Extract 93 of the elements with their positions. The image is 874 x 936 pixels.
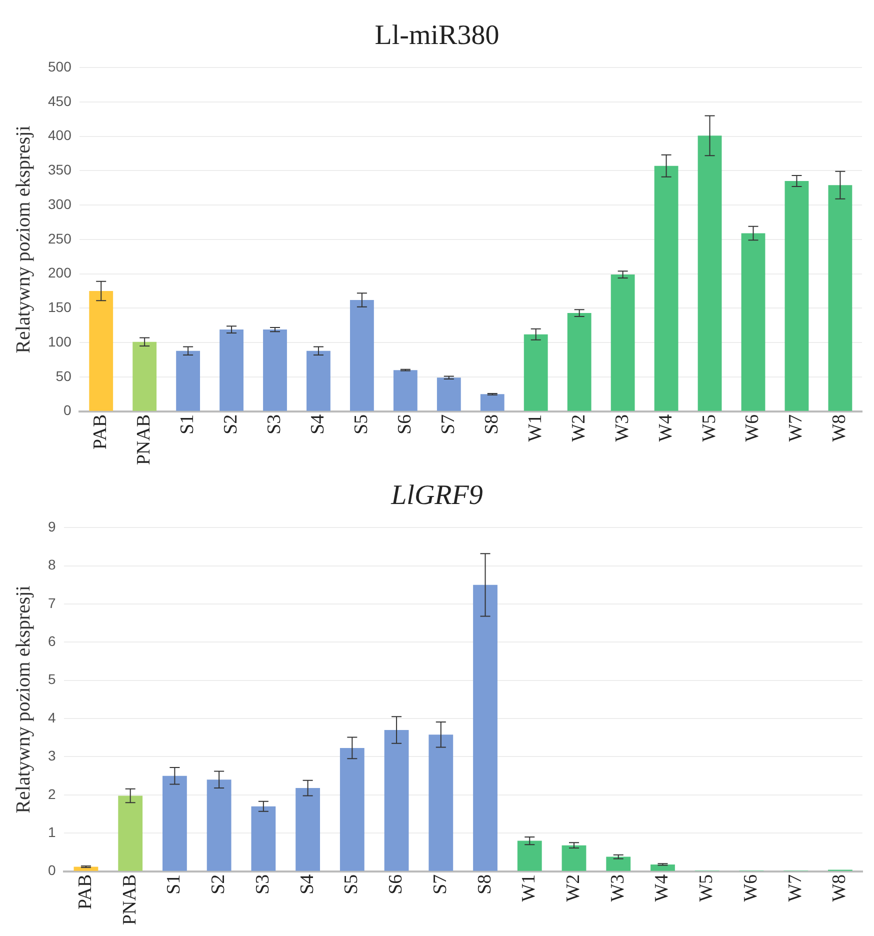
bar — [473, 584, 498, 871]
x-tick-label: W1 — [518, 874, 540, 902]
x-tick-label: W6 — [742, 414, 764, 442]
bar — [784, 181, 809, 411]
y-tick-label: 100 — [48, 333, 72, 350]
x-tick-label: S1 — [164, 874, 185, 894]
y-tick-label: 50 — [56, 368, 72, 384]
x-tick-label: W2 — [568, 414, 590, 442]
x-tick-label: PNAB — [119, 874, 140, 926]
y-tick-label: 6 — [48, 633, 56, 650]
x-tick-label: W1 — [524, 414, 546, 442]
bar — [606, 856, 631, 871]
bar — [741, 233, 766, 411]
bar — [251, 806, 276, 871]
x-tick-label: W4 — [655, 414, 676, 442]
x-tick-label: S5 — [350, 414, 372, 434]
y-tick-label: 450 — [48, 92, 72, 109]
x-tick-label: S2 — [220, 414, 242, 434]
y-tick-label: 0 — [64, 402, 72, 418]
y-tick-label: 5 — [48, 671, 56, 688]
bar — [524, 334, 548, 411]
bar — [220, 330, 244, 411]
bar — [436, 378, 461, 411]
x-tick-label: W4 — [652, 874, 673, 902]
y-tick-label: 200 — [48, 264, 72, 281]
x-tick-label: S6 — [386, 874, 407, 894]
bar — [393, 370, 418, 411]
y-tick-label: 8 — [48, 556, 56, 573]
x-tick-label: S3 — [264, 414, 285, 434]
bar — [162, 776, 187, 871]
x-tick-label: S8 — [481, 414, 502, 434]
bar — [480, 394, 504, 411]
x-tick-label: W7 — [786, 414, 807, 442]
y-tick-label: 0 — [48, 862, 56, 878]
y-tick-label: 250 — [48, 230, 72, 246]
y-tick-label: 4 — [48, 709, 56, 726]
bar — [428, 734, 454, 871]
bar — [176, 350, 200, 411]
bar — [340, 748, 364, 871]
x-tick-label: S6 — [394, 414, 416, 434]
y-tick-label: 350 — [48, 162, 72, 178]
bar — [89, 291, 114, 411]
x-tick-label: W7 — [784, 874, 806, 902]
y-tick-label: 3 — [48, 748, 56, 764]
x-tick-label: S7 — [438, 414, 459, 434]
x-tick-label: W8 — [829, 414, 850, 442]
x-tick-label: PAB — [90, 414, 112, 450]
bar — [517, 840, 542, 871]
y-tick-label: 7 — [48, 594, 56, 611]
y-tick-label: 9 — [48, 518, 56, 534]
x-tick-label: S3 — [252, 874, 274, 894]
bar — [263, 330, 287, 411]
y-axis-title: Relatywny poziom ekspresji — [12, 585, 34, 814]
x-tick-label: S7 — [430, 874, 451, 894]
bar — [562, 845, 586, 871]
x-tick-label: S4 — [307, 414, 328, 434]
bar — [306, 350, 330, 411]
bar — [610, 274, 635, 411]
y-tick-label: 400 — [48, 127, 72, 144]
bar — [567, 313, 592, 411]
y-tick-label: 500 — [48, 58, 72, 74]
x-tick-label: S2 — [208, 874, 230, 894]
x-tick-label: S4 — [296, 874, 318, 894]
bar — [206, 780, 232, 871]
x-tick-label: S5 — [341, 874, 362, 894]
bar — [384, 730, 409, 871]
bar — [650, 864, 675, 871]
chart-title: Ll-miR380 — [374, 20, 500, 52]
bar — [698, 136, 722, 411]
x-tick-label: W5 — [698, 414, 720, 442]
x-tick-label: W3 — [612, 414, 633, 442]
x-tick-label: S8 — [474, 874, 496, 894]
x-tick-label: W6 — [740, 874, 762, 902]
x-tick-label: S1 — [177, 414, 198, 434]
x-tick-label: PNAB — [134, 414, 155, 466]
chart-title: LlGRF9 — [390, 480, 483, 512]
x-tick-label: W2 — [562, 874, 584, 902]
bar — [118, 796, 143, 871]
bar — [654, 166, 678, 411]
y-tick-label: 2 — [48, 786, 56, 802]
bar — [74, 866, 98, 871]
x-tick-label: W3 — [607, 874, 628, 902]
y-tick-label: 1 — [48, 824, 56, 840]
bar — [296, 788, 320, 871]
y-tick-label: 150 — [48, 299, 72, 316]
bar — [828, 185, 852, 411]
bar — [132, 342, 157, 411]
x-tick-label: W5 — [696, 874, 718, 902]
bar — [350, 300, 374, 411]
y-tick-label: 300 — [48, 196, 72, 212]
y-axis-title: Relatywny poziom ekspresji — [12, 125, 34, 354]
x-tick-label: W8 — [829, 874, 850, 902]
x-tick-label: PAB — [74, 874, 96, 910]
